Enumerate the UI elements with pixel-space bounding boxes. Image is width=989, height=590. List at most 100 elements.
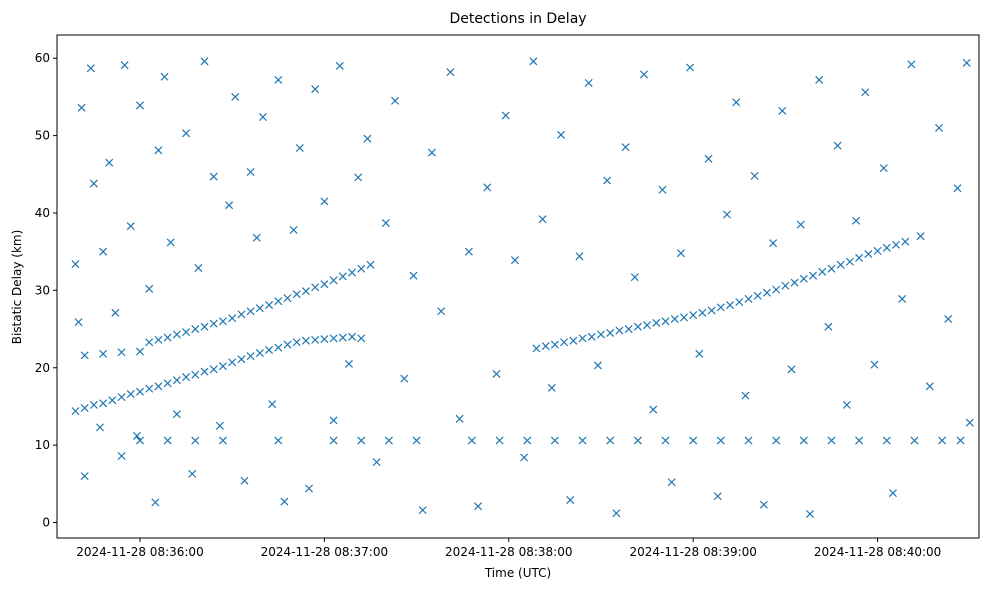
data-point <box>329 334 338 343</box>
data-point <box>348 268 357 277</box>
data-point <box>483 183 492 192</box>
data-point <box>135 387 145 396</box>
data-point <box>667 478 676 487</box>
data-point <box>280 497 289 506</box>
data-point <box>99 349 108 358</box>
data-point <box>246 167 255 176</box>
data-point <box>363 134 372 143</box>
x-tick-label: 2024-11-28 08:39:00 <box>629 545 756 559</box>
data-point <box>135 436 145 445</box>
data-point <box>753 291 762 300</box>
data-point <box>888 489 897 498</box>
data-point <box>301 336 310 345</box>
data-point <box>246 307 255 316</box>
data-point <box>495 436 504 445</box>
data-point <box>191 370 200 379</box>
data-point <box>215 421 224 430</box>
data-point <box>833 141 842 150</box>
data-point <box>686 63 695 72</box>
data-point <box>827 264 836 273</box>
data-point <box>550 340 559 349</box>
data-point <box>578 436 587 445</box>
data-point <box>852 216 861 225</box>
data-point <box>593 361 602 370</box>
data-point <box>501 111 510 120</box>
data-point <box>732 98 741 107</box>
data-point <box>704 154 713 163</box>
data-point <box>633 322 642 331</box>
data-point <box>560 338 569 347</box>
x-tick-label: 2024-11-28 08:38:00 <box>445 545 572 559</box>
data-point <box>357 334 366 343</box>
data-point <box>799 274 808 283</box>
y-tick-label: 60 <box>35 51 50 65</box>
data-point <box>320 280 329 289</box>
data-point <box>80 403 89 413</box>
data-point <box>320 335 329 344</box>
data-point <box>283 340 292 349</box>
data-point <box>882 243 891 252</box>
data-point <box>240 476 249 485</box>
data-point <box>154 146 163 155</box>
data-point <box>200 57 209 66</box>
data-point <box>557 130 566 139</box>
data-point <box>855 253 864 262</box>
data-point <box>735 297 744 307</box>
data-point <box>643 321 652 330</box>
points-layer <box>71 57 974 519</box>
data-point <box>289 225 298 235</box>
y-tick-label: 30 <box>35 283 50 297</box>
data-point <box>74 318 83 327</box>
data-point <box>218 362 227 371</box>
data-point <box>412 436 421 445</box>
data-point <box>615 326 624 335</box>
data-point <box>464 247 473 256</box>
data-point <box>455 414 464 423</box>
data-point <box>344 359 353 368</box>
data-point <box>209 172 218 181</box>
data-point <box>584 78 593 88</box>
data-point <box>381 219 390 228</box>
chart-title: Detections in Delay <box>449 11 586 27</box>
data-point <box>707 306 716 315</box>
data-point <box>879 164 888 173</box>
data-point <box>639 70 649 79</box>
data-point <box>372 458 381 467</box>
data-point <box>695 349 704 358</box>
data-point <box>901 237 910 246</box>
data-point <box>864 249 873 259</box>
data-point <box>354 173 363 182</box>
data-point <box>861 88 870 97</box>
data-point <box>796 220 805 229</box>
data-point <box>135 101 145 110</box>
data-point <box>409 271 418 280</box>
data-point <box>120 61 129 70</box>
data-point <box>418 506 427 515</box>
data-point <box>255 304 264 313</box>
data-point <box>713 492 722 501</box>
data-point <box>274 297 283 306</box>
data-point <box>741 391 750 400</box>
y-tick-label: 50 <box>35 129 50 143</box>
data-point <box>265 301 274 310</box>
data-point <box>218 317 227 326</box>
data-point <box>550 436 559 445</box>
data-point <box>255 349 264 358</box>
data-point <box>311 335 320 344</box>
data-point <box>689 311 698 320</box>
x-axis: 2024-11-28 08:36:00 2024-11-28 08:37:00 20… <box>76 538 941 559</box>
data-point <box>836 260 845 269</box>
data-point <box>606 328 615 337</box>
data-point <box>384 436 393 445</box>
data-point <box>154 335 163 344</box>
data-point <box>891 240 901 249</box>
data-point <box>348 332 357 341</box>
y-tick-label: 0 <box>42 516 50 530</box>
data-point <box>357 264 366 273</box>
y-axis-label: Bistatic Delay (km) <box>10 230 24 345</box>
data-point <box>301 287 310 296</box>
y-tick-label: 40 <box>35 206 50 220</box>
data-point <box>652 318 661 327</box>
data-point <box>117 393 126 402</box>
data-point <box>873 246 882 255</box>
